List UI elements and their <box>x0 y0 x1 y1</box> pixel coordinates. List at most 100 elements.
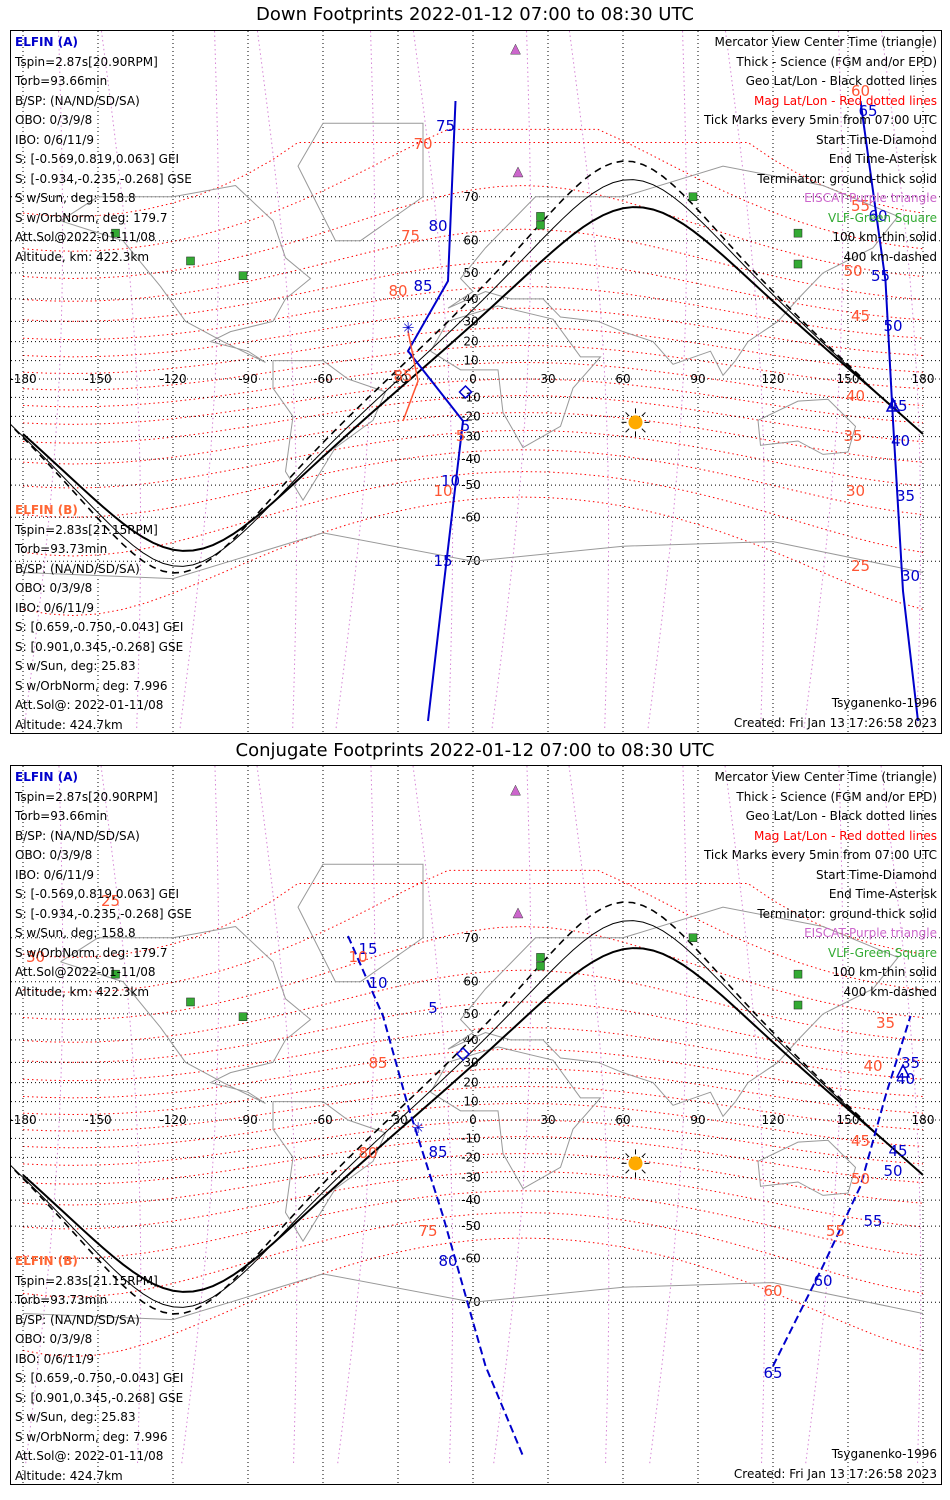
elfin-a-tick-label: 65 <box>763 1364 782 1382</box>
lat-tick-label: 10 <box>463 1095 478 1109</box>
elfin-b-tick-label: 35 <box>876 1014 895 1032</box>
legend-item: Geo Lat/Lon - Black dotted lines <box>745 809 937 823</box>
lat-tick-label: -60 <box>461 1251 481 1265</box>
lat-tick-label: -40 <box>461 1193 481 1207</box>
coastline <box>272 1101 387 1243</box>
panel-title: Conjugate Footprints 2022-01-12 07:00 to… <box>235 740 715 761</box>
mag-lon-line <box>880 766 922 1467</box>
legend-item: VLF-Green Square <box>828 945 937 960</box>
elfin-a-tick-label: 5 <box>461 417 471 435</box>
lon-tick-label: 90 <box>690 372 705 386</box>
lat-tick-label: -30 <box>461 1171 481 1185</box>
legend-item: 100 km-thin solid <box>832 965 937 979</box>
elfin-a-tick-label: 40 <box>891 432 910 450</box>
elfin-b-tick-label: 85 <box>393 367 412 385</box>
elfin-b-tick-label: 80 <box>388 282 407 300</box>
lon-tick-label: -60 <box>313 372 333 386</box>
info-line: S: [-0.934,-0.235,-0.268] GSE <box>15 906 192 921</box>
vlf-square-icon <box>186 997 195 1007</box>
info-line: B/SP: (NA/ND/SD/SA) <box>15 561 140 576</box>
view-center-triangle-icon <box>895 1063 911 1078</box>
info-line: Torb=93.73min <box>15 1293 108 1307</box>
info-line: S w/Sun, deg: 158.8 <box>15 926 136 940</box>
info-line: Tspin=2.87s[20.90RPM] <box>15 789 158 804</box>
mag-lat-line <box>22 1026 924 1082</box>
mag-lon-line <box>724 766 766 1467</box>
info-line: Tspin=2.83s[21.15RPM] <box>15 522 158 537</box>
elfin-b-tick-label: 50 <box>851 1170 870 1188</box>
map-canvas: -180 -150 -120 -90 -60 -30 0 30 60 90 120 150 180 70 6… <box>11 766 941 1484</box>
lat-tick-label: 50 <box>463 1007 478 1021</box>
elfin-a-tick-label: 50 <box>883 1162 902 1180</box>
elfin-b-tick-label: 30 <box>846 482 865 500</box>
legend-item: EISCAT-Purple triangle <box>804 191 937 205</box>
lat-tick-label: -50 <box>461 1219 481 1233</box>
panel-title: Down Footprints 2022-01-12 07:00 to 08:3… <box>256 4 694 25</box>
map-canvas: -180 -150 -120 -90 -60 -30 0 30 60 90 120 150 180 70 6… <box>11 31 941 733</box>
info-line: Tspin=2.83s[21.15RPM] <box>15 1273 158 1288</box>
elfin-a-header: ELFIN (A) <box>15 35 78 49</box>
lon-tick-label: 60 <box>615 1113 630 1127</box>
info-line: IBO: 0/6/11/9 <box>15 600 94 615</box>
lon-tick-label: -90 <box>238 372 258 386</box>
lat-tick-label: -10 <box>461 1131 481 1145</box>
eiscat-triangle-icon <box>510 784 521 796</box>
lat-tick-label: 70 <box>463 931 478 945</box>
info-line: IBO: 0/6/11/9 <box>15 867 94 882</box>
elfin-b-tick-label: 60 <box>851 82 870 100</box>
elfin-b-info: ELFIN (B) Tspin=2.83s[21.15RPM] Torb=93.… <box>15 501 183 735</box>
model-name: Tsyganenko-1996 <box>831 696 937 710</box>
legend: Mercator View Center Time (triangle) Thi… <box>704 768 937 1002</box>
sun-ray <box>641 412 646 417</box>
start-diamond-icon <box>458 384 473 400</box>
terminator-ground <box>22 206 924 552</box>
legend-item: 400 km-dashed <box>843 249 937 264</box>
elfin-b-tick-label: 75 <box>418 1222 437 1240</box>
legend-item: End Time-Asterisk <box>828 887 937 901</box>
elfin-b-tick-label: 5 <box>456 427 466 445</box>
info-line: S w/OrbNorm, deg: 7.996 <box>15 1429 168 1444</box>
lat-tick-label: -60 <box>461 510 481 524</box>
info-line: Altitude, km: 422.3km <box>15 249 150 264</box>
lon-tick-label: -60 <box>313 1113 333 1127</box>
lat-tick-label: -50 <box>461 478 481 492</box>
sun-icon <box>628 1156 643 1171</box>
lat-tick-label: 50 <box>463 266 478 280</box>
eiscat-triangle-icon <box>512 166 524 178</box>
sun-ray <box>641 1169 646 1174</box>
info-line: IBO: 0/6/11/9 <box>15 132 94 147</box>
info-line: B/SP: (NA/ND/SD/SA) <box>15 1312 140 1327</box>
elfin-a-tick-label: 15 <box>358 940 377 958</box>
mag-lon-line <box>880 31 922 732</box>
vlf-square-icon <box>186 256 195 266</box>
elfin-a-info: ELFIN (A) Tspin=2.87s[20.90RPM] Torb=93.… <box>15 768 192 1002</box>
vlf-square-icon <box>793 259 803 269</box>
mag-lon-line <box>568 766 610 1467</box>
coastline <box>272 360 387 502</box>
elfin-a-tick-label: 80 <box>438 1252 457 1270</box>
lon-tick-label: 90 <box>690 1113 705 1127</box>
created-date: Created: Fri Jan 13 17:26:58 2023 <box>733 1466 937 1481</box>
vlf-square-icon <box>111 969 120 979</box>
lon-tick-label: 30 <box>540 1113 555 1127</box>
info-line: Att.Sol@2022-01-11/08 <box>15 230 156 244</box>
sun-ray <box>641 1153 646 1158</box>
info-line: S: [0.659,-0.750,-0.043] GEI <box>15 1371 184 1385</box>
info-line: Torb=93.73min <box>15 542 108 556</box>
lon-tick-label: -120 <box>159 1113 186 1127</box>
elfin-b-tick-label: 50 <box>843 262 862 280</box>
info-line: S w/OrbNorm, deg: 179.7 <box>15 945 168 960</box>
elfin-a-tick-label: 55 <box>871 267 890 285</box>
lon-tick-label: 180 <box>912 1113 935 1127</box>
sun-ray <box>625 1169 630 1174</box>
lon-tick-label: -180 <box>11 372 37 386</box>
vlf-square-icon <box>793 228 803 238</box>
mag-lon-line <box>100 31 142 732</box>
map-panel-down: -180 -150 -120 -90 -60 -30 0 30 60 90 120 150 180 70 6… <box>10 30 942 734</box>
elfin-b-tick-label: 85 <box>368 1054 387 1072</box>
legend-item: Mag Lat/Lon - Red dotted lines <box>753 828 937 843</box>
elfin-b-header: ELFIN (B) <box>15 1254 78 1268</box>
coastline <box>430 305 602 449</box>
lon-tick-label: -120 <box>159 372 186 386</box>
lon-tick-label: -180 <box>11 1113 37 1127</box>
